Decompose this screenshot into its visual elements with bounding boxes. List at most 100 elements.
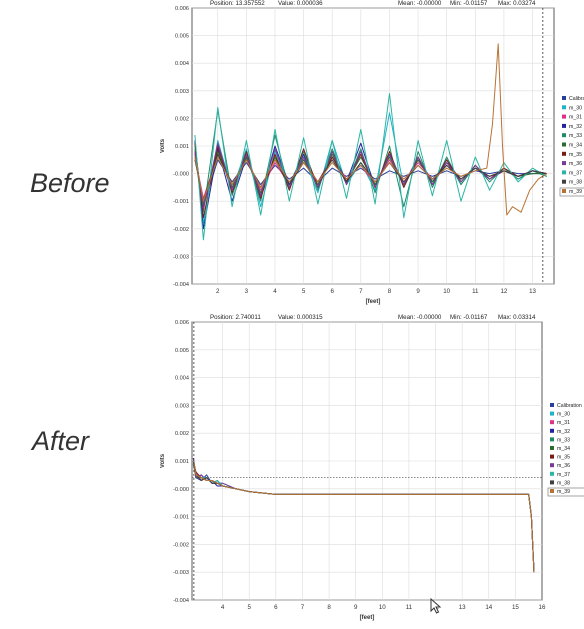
before-chart-panel: Position: 13.357552 Value: 0.000036 Mean: … bbox=[160, 0, 584, 310]
y-tick-label: -0.001 bbox=[173, 199, 189, 205]
x-tick-label: 7 bbox=[301, 604, 305, 611]
header-position: Position: 13.357552 bbox=[210, 0, 265, 7]
y-tick-label: 0.005 bbox=[175, 34, 189, 40]
x-tick-label: 12 bbox=[500, 288, 507, 295]
x-tick-label: 5 bbox=[302, 288, 306, 295]
y-tick-label: -0.002 bbox=[173, 542, 189, 548]
legend-label: m_34 bbox=[569, 143, 582, 149]
header-max: Max: 0.03274 bbox=[498, 0, 536, 7]
y-tick-label: -0.003 bbox=[173, 254, 189, 260]
legend-swatch bbox=[550, 480, 554, 485]
legend-label: m_35 bbox=[557, 455, 570, 461]
x-axis-label: [feet] bbox=[366, 299, 381, 305]
x-tick-label: 15 bbox=[512, 604, 519, 611]
legend-swatch bbox=[562, 189, 566, 193]
header-min: Min: -0.01167 bbox=[450, 314, 488, 321]
x-tick-label: 11 bbox=[406, 604, 413, 611]
legend-swatch bbox=[550, 428, 554, 433]
legend-label: m_36 bbox=[569, 161, 582, 167]
y-tick-label: 0.004 bbox=[175, 376, 189, 382]
x-tick-label: 10 bbox=[443, 288, 450, 295]
legend-label: m_30 bbox=[557, 412, 570, 418]
x-tick-label: 7 bbox=[359, 288, 363, 295]
legend-label: Calibration bbox=[569, 96, 584, 102]
legend-swatch bbox=[550, 403, 554, 407]
x-tick-label: 9 bbox=[354, 604, 358, 611]
before-chart[interactable]: Position: 13.357552 Value: 0.000036 Mean: … bbox=[160, 0, 584, 310]
before-label: Before bbox=[30, 168, 110, 198]
legend-label: m_32 bbox=[557, 429, 570, 435]
legend-swatch bbox=[562, 96, 566, 100]
legend-swatch bbox=[550, 471, 554, 476]
y-axis-label: Volts bbox=[160, 138, 166, 153]
y-tick-label: 0.003 bbox=[175, 89, 189, 95]
x-tick-label: 13 bbox=[459, 604, 466, 611]
legend-swatch bbox=[550, 420, 554, 425]
legend-label: m_39 bbox=[569, 189, 582, 195]
legend-label: m_37 bbox=[557, 472, 570, 478]
x-tick-label: 10 bbox=[379, 604, 386, 611]
y-tick-label: 0.006 bbox=[175, 6, 189, 12]
series-line-m_37 bbox=[194, 93, 548, 241]
legend-swatch bbox=[562, 151, 566, 156]
header-mean: Mean: -0.00000 bbox=[398, 0, 442, 7]
legend-label: m_35 bbox=[569, 152, 582, 158]
y-tick-label: 0.002 bbox=[175, 431, 189, 437]
header-mean: Mean: -0.00000 bbox=[398, 314, 442, 321]
x-tick-label: 4 bbox=[221, 604, 225, 611]
mouse-pointer-icon bbox=[430, 597, 442, 619]
y-tick-label: -0.001 bbox=[173, 515, 189, 521]
legend-label: m_32 bbox=[569, 124, 582, 130]
y-tick-label: -0.000 bbox=[173, 487, 189, 493]
x-tick-label: 3 bbox=[245, 288, 249, 295]
legend-swatch bbox=[550, 411, 554, 416]
series-line-m_36 bbox=[194, 142, 547, 210]
after-chart[interactable]: Position: 2.740011 Value: 0.000315 Mean: -… bbox=[160, 312, 584, 624]
legend-swatch bbox=[550, 489, 554, 493]
x-tick-label: 11 bbox=[472, 288, 479, 295]
legend-label: m_39 bbox=[557, 489, 570, 495]
x-tick-label: 8 bbox=[388, 288, 392, 295]
legend-label: m_33 bbox=[557, 437, 570, 443]
x-tick-label: 6 bbox=[330, 288, 334, 295]
legend-swatch bbox=[562, 142, 566, 147]
y-tick-label: 0.001 bbox=[175, 459, 189, 465]
x-tick-label: 5 bbox=[247, 604, 251, 611]
header-value: Value: 0.000315 bbox=[278, 314, 323, 321]
series-line-m_39 bbox=[194, 43, 548, 216]
header-min: Min: -0.01157 bbox=[450, 0, 488, 7]
y-axis-label: Volts bbox=[160, 453, 166, 468]
header-max: Max: 0.03314 bbox=[498, 314, 536, 321]
x-tick-label: 4 bbox=[273, 288, 277, 295]
legend-swatch bbox=[562, 179, 566, 184]
x-axis-label: [feet] bbox=[360, 615, 375, 621]
y-tick-label: -0.000 bbox=[173, 172, 189, 178]
legend-label: m_33 bbox=[569, 133, 582, 139]
y-tick-label: -0.003 bbox=[173, 570, 189, 576]
x-tick-label: 13 bbox=[529, 288, 536, 295]
after-chart-panel: Position: 2.740011 Value: 0.000315 Mean: -… bbox=[160, 312, 584, 624]
legend-label: m_34 bbox=[557, 446, 570, 452]
y-tick-label: -0.004 bbox=[173, 598, 189, 604]
x-tick-label: 2 bbox=[216, 288, 220, 295]
legend-label: m_31 bbox=[569, 115, 582, 121]
legend-swatch bbox=[562, 161, 566, 166]
legend-swatch bbox=[562, 133, 566, 138]
legend-label: Calibration bbox=[557, 403, 582, 409]
legend-label: m_38 bbox=[569, 180, 582, 186]
after-label: After bbox=[32, 426, 90, 456]
legend-swatch bbox=[550, 463, 554, 468]
legend-label: m_31 bbox=[557, 420, 570, 426]
series-line-m_39 bbox=[192, 460, 535, 573]
header-position: Position: 2.740011 bbox=[210, 314, 261, 321]
y-tick-label: 0.006 bbox=[175, 320, 189, 326]
legend-swatch bbox=[550, 446, 554, 450]
legend-label: m_37 bbox=[569, 170, 582, 176]
header-value: Value: 0.000036 bbox=[278, 0, 323, 7]
legend-swatch bbox=[550, 437, 554, 442]
y-tick-label: 0.004 bbox=[175, 61, 189, 67]
legend-swatch bbox=[550, 454, 554, 459]
x-tick-label: 9 bbox=[416, 288, 420, 295]
x-tick-label: 8 bbox=[327, 604, 331, 611]
legend-label: m_30 bbox=[569, 105, 582, 111]
